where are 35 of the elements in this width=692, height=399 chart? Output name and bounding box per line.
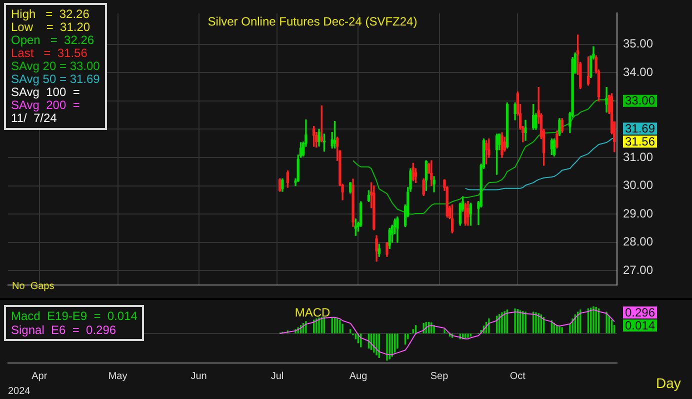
x-tick-label: May <box>108 370 128 382</box>
text: Macd E19-E9 = 0.014 <box>11 309 138 323</box>
chart-title: Silver Online Futures Dec-24 (SVFZ24) <box>208 14 418 29</box>
annotation: SAvg 200 = <box>11 98 81 112</box>
x-axis-title: 2024 <box>8 386 31 397</box>
text: 0.296 <box>625 305 656 320</box>
text: SAvg 50 = 31.69 <box>11 72 100 86</box>
text: 31.56 <box>625 134 656 148</box>
text: Signal E6 = 0.296 <box>11 323 118 337</box>
y-tick-label: 34.00 <box>623 64 654 79</box>
annotation: Open = 32.26 <box>11 33 96 47</box>
x-tick-label: Oct <box>510 370 526 382</box>
annotation: No Gaps <box>12 281 54 292</box>
y-tick-label: 31.00 <box>623 150 654 164</box>
y-tick-label: 35.00 <box>623 36 654 51</box>
x-tick-label: Jul <box>270 370 284 382</box>
x-tick-label: Apr <box>32 370 48 382</box>
y-tick-label: 29.00 <box>623 206 654 220</box>
annotation: Last = 31.56 <box>11 46 88 60</box>
y-tick-label: 27.00 <box>623 262 654 277</box>
text: SAvg 20 = 33.00 <box>11 59 100 73</box>
x-tick-label: Aug <box>349 370 368 382</box>
text: Day <box>656 375 681 391</box>
text: 33.00 <box>625 94 656 108</box>
annotation: SAvg 100 = <box>11 85 81 99</box>
annotation: Low = 31.20 <box>11 20 92 34</box>
text: 0.014 <box>625 318 656 332</box>
annotation: 11/ 7/24 <box>11 111 58 125</box>
text: 31.69 <box>625 121 656 136</box>
x-tick-label: Sep <box>430 370 449 382</box>
y-tick-label: 30.00 <box>623 178 654 192</box>
x-tick-label: Jun <box>190 370 207 382</box>
y-tick-label: 28.00 <box>623 234 654 249</box>
annotation: High = 32.26 <box>11 7 90 21</box>
chart-title: MACD <box>294 305 330 320</box>
